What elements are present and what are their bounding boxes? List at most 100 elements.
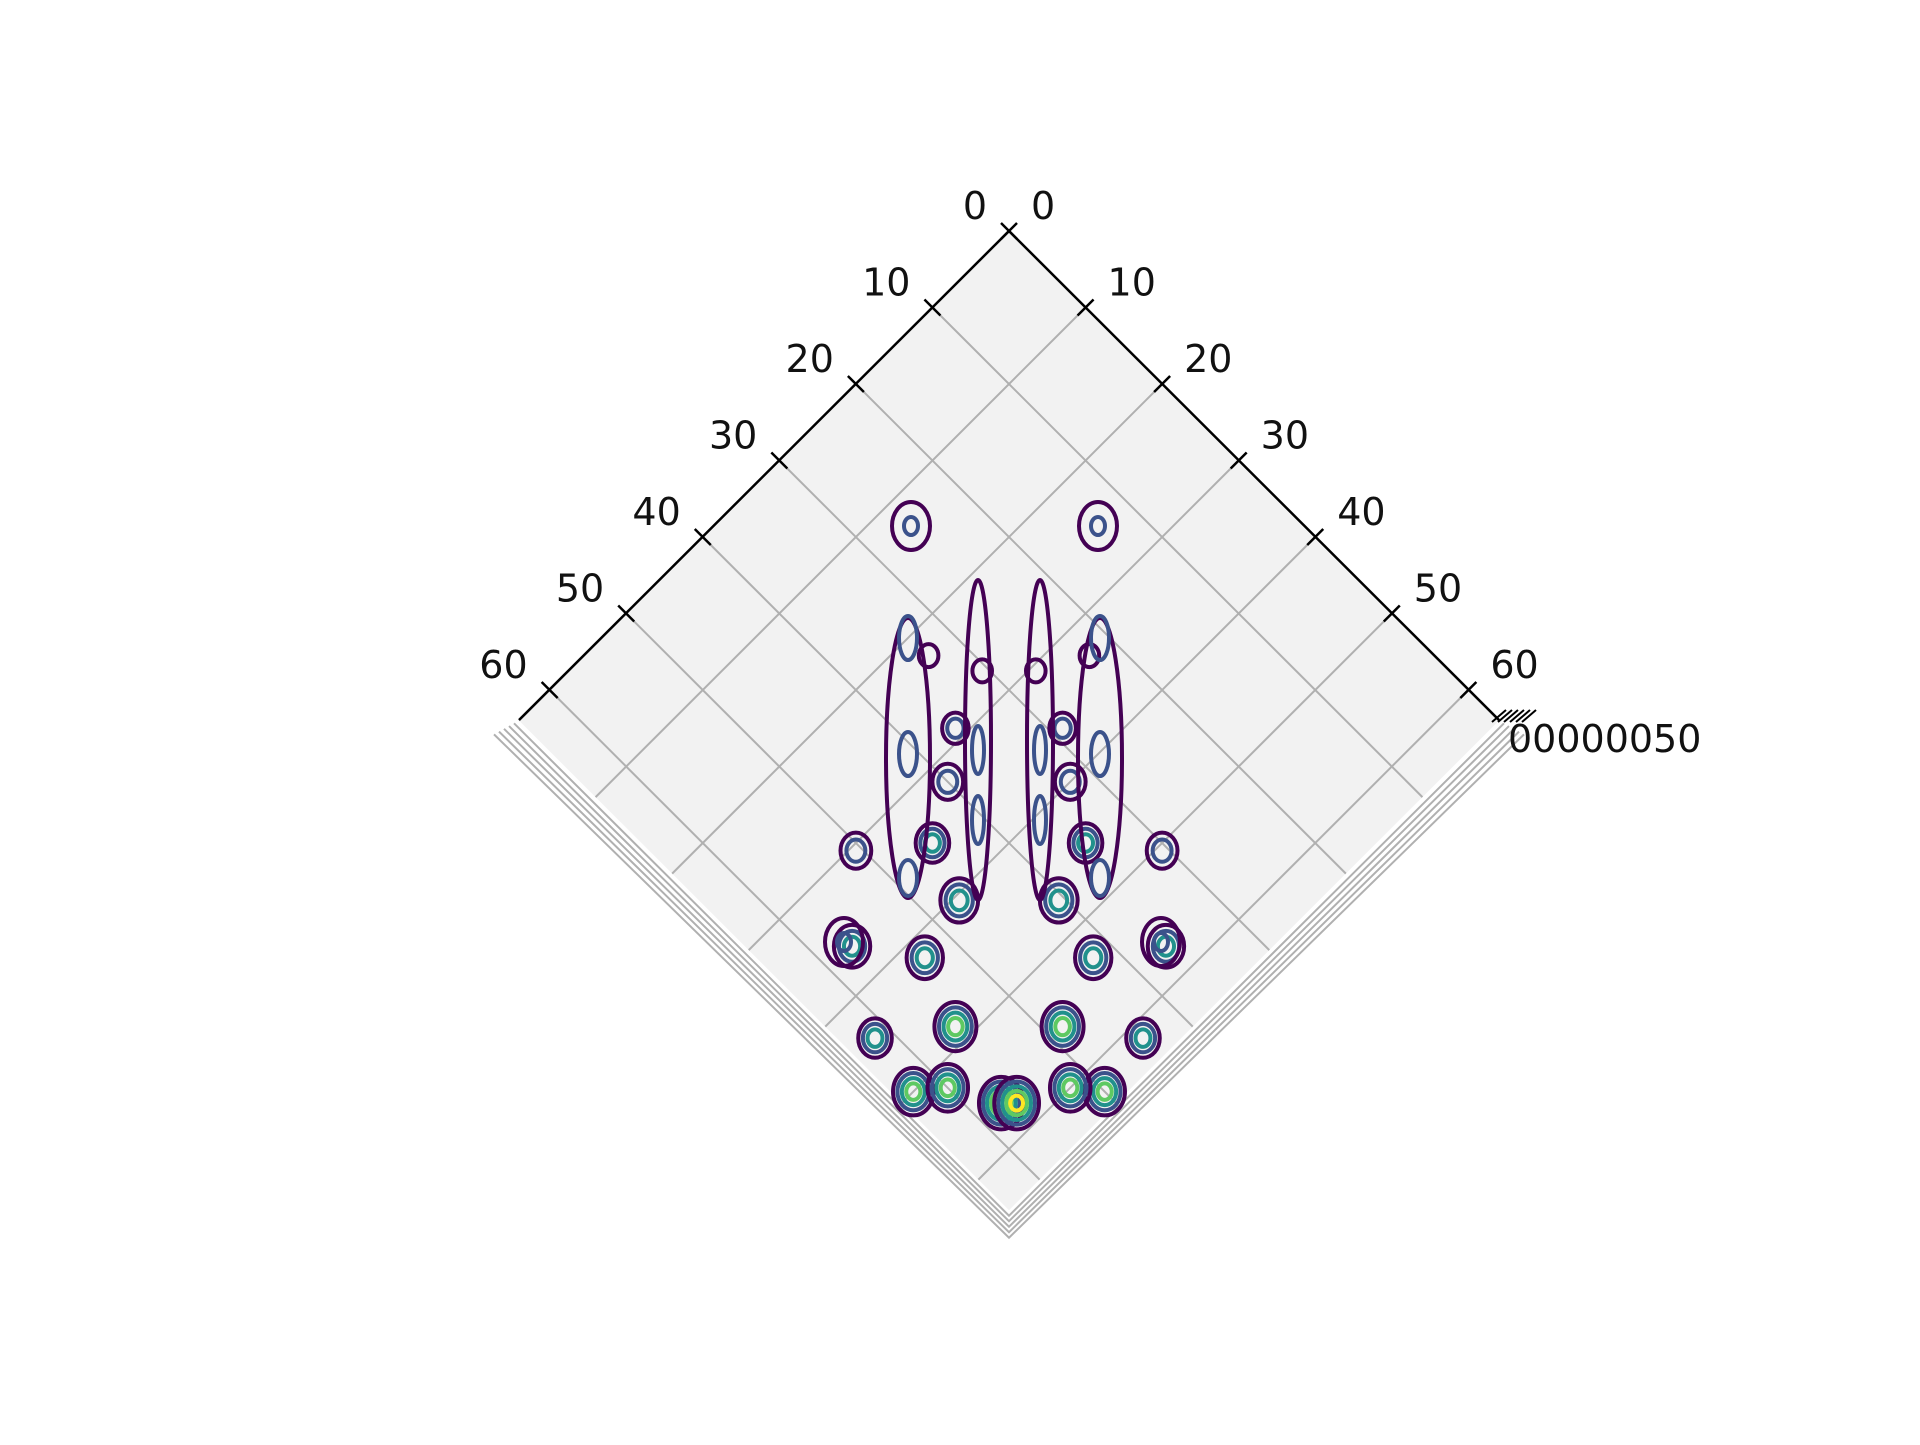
contour-band-inner	[897, 614, 919, 662]
z-tick	[1497, 709, 1513, 723]
contour-ring	[929, 1067, 966, 1109]
contour-ring	[844, 837, 868, 864]
contour-band	[1025, 578, 1055, 902]
x-tick	[617, 604, 636, 623]
y-axis-line	[1008, 230, 1500, 721]
contour-ring	[1133, 1027, 1153, 1049]
contour-ring	[916, 642, 941, 670]
contour-loop	[823, 916, 865, 968]
y-tick	[1229, 451, 1248, 470]
contour-band-inner	[897, 858, 919, 898]
contour-ring	[1039, 999, 1086, 1054]
contour-loop-inner	[1089, 515, 1107, 537]
contour-ring	[970, 657, 994, 685]
contour-ring	[1052, 1067, 1089, 1109]
y-tick-label: 0	[1031, 184, 1055, 228]
y-tick	[1153, 375, 1172, 393]
z-tick	[1503, 709, 1519, 723]
contour-ring	[1145, 922, 1187, 970]
contour-ring	[904, 934, 945, 982]
gridline-x	[548, 689, 1041, 1181]
axes-group: 00000050 0 10 20 30 40 50 60 0 10 20 30 40 50 60	[479, 184, 1701, 761]
x-tick-label: 20	[786, 337, 834, 381]
y-tick	[1000, 222, 1018, 240]
contour-band-inner	[1089, 858, 1111, 898]
contour-loop-inner	[835, 931, 853, 953]
contour-ring	[1024, 657, 1048, 685]
vertical-pane-edges	[493, 722, 1525, 1240]
gridline-y	[977, 689, 1470, 1181]
z-tick	[1509, 709, 1525, 723]
y-tick-label: 10	[1108, 261, 1156, 305]
contour-ring	[946, 1016, 965, 1038]
contour-ring	[1047, 710, 1078, 746]
contour-ring	[925, 1061, 971, 1114]
contour-ring	[1095, 1081, 1114, 1102]
contour-band-inner	[897, 730, 919, 778]
contour-ring	[943, 882, 975, 919]
contour-ring	[1044, 1005, 1082, 1048]
y-tick-label: 20	[1184, 337, 1232, 381]
x-tick-label: 40	[632, 490, 680, 534]
contour-ring	[1061, 1077, 1080, 1099]
contour-ring	[1008, 1093, 1026, 1113]
contour-band-inner	[1089, 614, 1111, 662]
contour-ring	[1053, 1016, 1072, 1038]
contour-ring	[1150, 837, 1174, 864]
x-tick-label: 60	[479, 643, 527, 687]
contour-ring	[860, 1021, 890, 1055]
contour-ring	[1043, 882, 1075, 919]
contour-ring	[996, 1079, 1038, 1127]
y-tick-label: 60	[1490, 643, 1538, 687]
contour-ring	[909, 940, 940, 976]
contour-loop-inner	[902, 515, 920, 537]
contour-ring	[1048, 1010, 1077, 1043]
gridline-y	[747, 459, 1240, 951]
floor-pane-group	[519, 231, 1499, 1211]
contour-ring	[1091, 1076, 1119, 1108]
contour-band-inner	[970, 724, 986, 776]
contour-ring	[904, 1081, 923, 1102]
contour-ring	[1004, 1088, 1030, 1118]
contour-ring	[948, 888, 970, 913]
x-tick	[693, 528, 712, 546]
contour-band-inner	[1032, 724, 1048, 776]
contour-ring	[934, 1072, 962, 1104]
contour-band-inner	[1032, 794, 1048, 846]
contour-ring	[938, 1077, 957, 1099]
contour-ring	[1052, 761, 1088, 802]
contour-ring	[1047, 1061, 1093, 1114]
contour-ring	[1083, 946, 1104, 970]
contour-loop	[890, 500, 932, 552]
gridline-x	[702, 536, 1194, 1028]
gridline-y	[824, 536, 1316, 1028]
z-tick	[1491, 709, 1507, 723]
pane-edge	[498, 730, 1520, 1234]
z-tick	[1515, 709, 1531, 723]
x-tick	[770, 451, 789, 470]
x-tick	[846, 375, 865, 393]
contour-ring	[1144, 830, 1180, 871]
contour-loop-inner	[1152, 931, 1170, 953]
contour-ring	[936, 1005, 974, 1048]
pane-edge	[493, 733, 1525, 1240]
contour-ring	[1078, 940, 1109, 976]
y-tick-label: 50	[1414, 567, 1462, 611]
contour-ring	[930, 761, 966, 802]
contour-band	[963, 578, 993, 902]
contour-ring	[899, 1076, 927, 1108]
x-axis-line	[518, 230, 1010, 721]
x-tick	[540, 681, 559, 699]
contour-ring	[913, 821, 952, 865]
contour-loop	[1077, 500, 1119, 552]
y-tick-label: 40	[1337, 490, 1385, 534]
gridline-x	[778, 459, 1271, 951]
contour-ring	[918, 826, 947, 860]
y-tick-label: 30	[1261, 414, 1309, 458]
contour-ring	[1128, 1021, 1158, 1055]
contour-ring	[1073, 934, 1114, 982]
y-tick	[1382, 604, 1401, 623]
contour-band-inner	[970, 794, 986, 846]
